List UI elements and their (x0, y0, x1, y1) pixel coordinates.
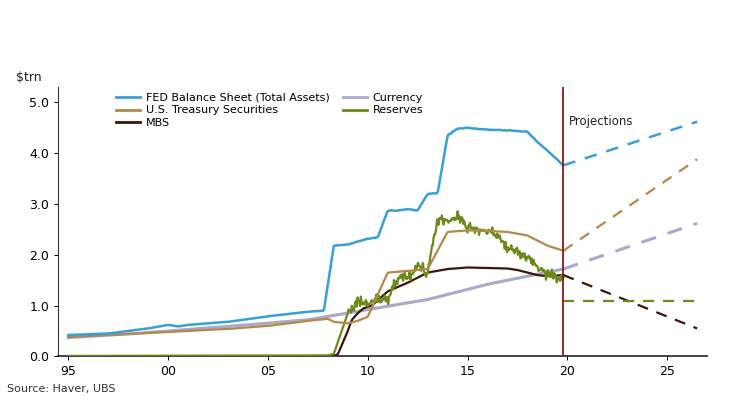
Legend: FED Balance Sheet (Total Assets), U.S. Treasury Securities, MBS, Currency, Reser: FED Balance Sheet (Total Assets), U.S. T… (116, 93, 424, 128)
Text: Source: Haver, UBS: Source: Haver, UBS (7, 384, 116, 394)
Text: $trn: $trn (16, 71, 42, 84)
Text: Projections: Projections (569, 115, 633, 128)
